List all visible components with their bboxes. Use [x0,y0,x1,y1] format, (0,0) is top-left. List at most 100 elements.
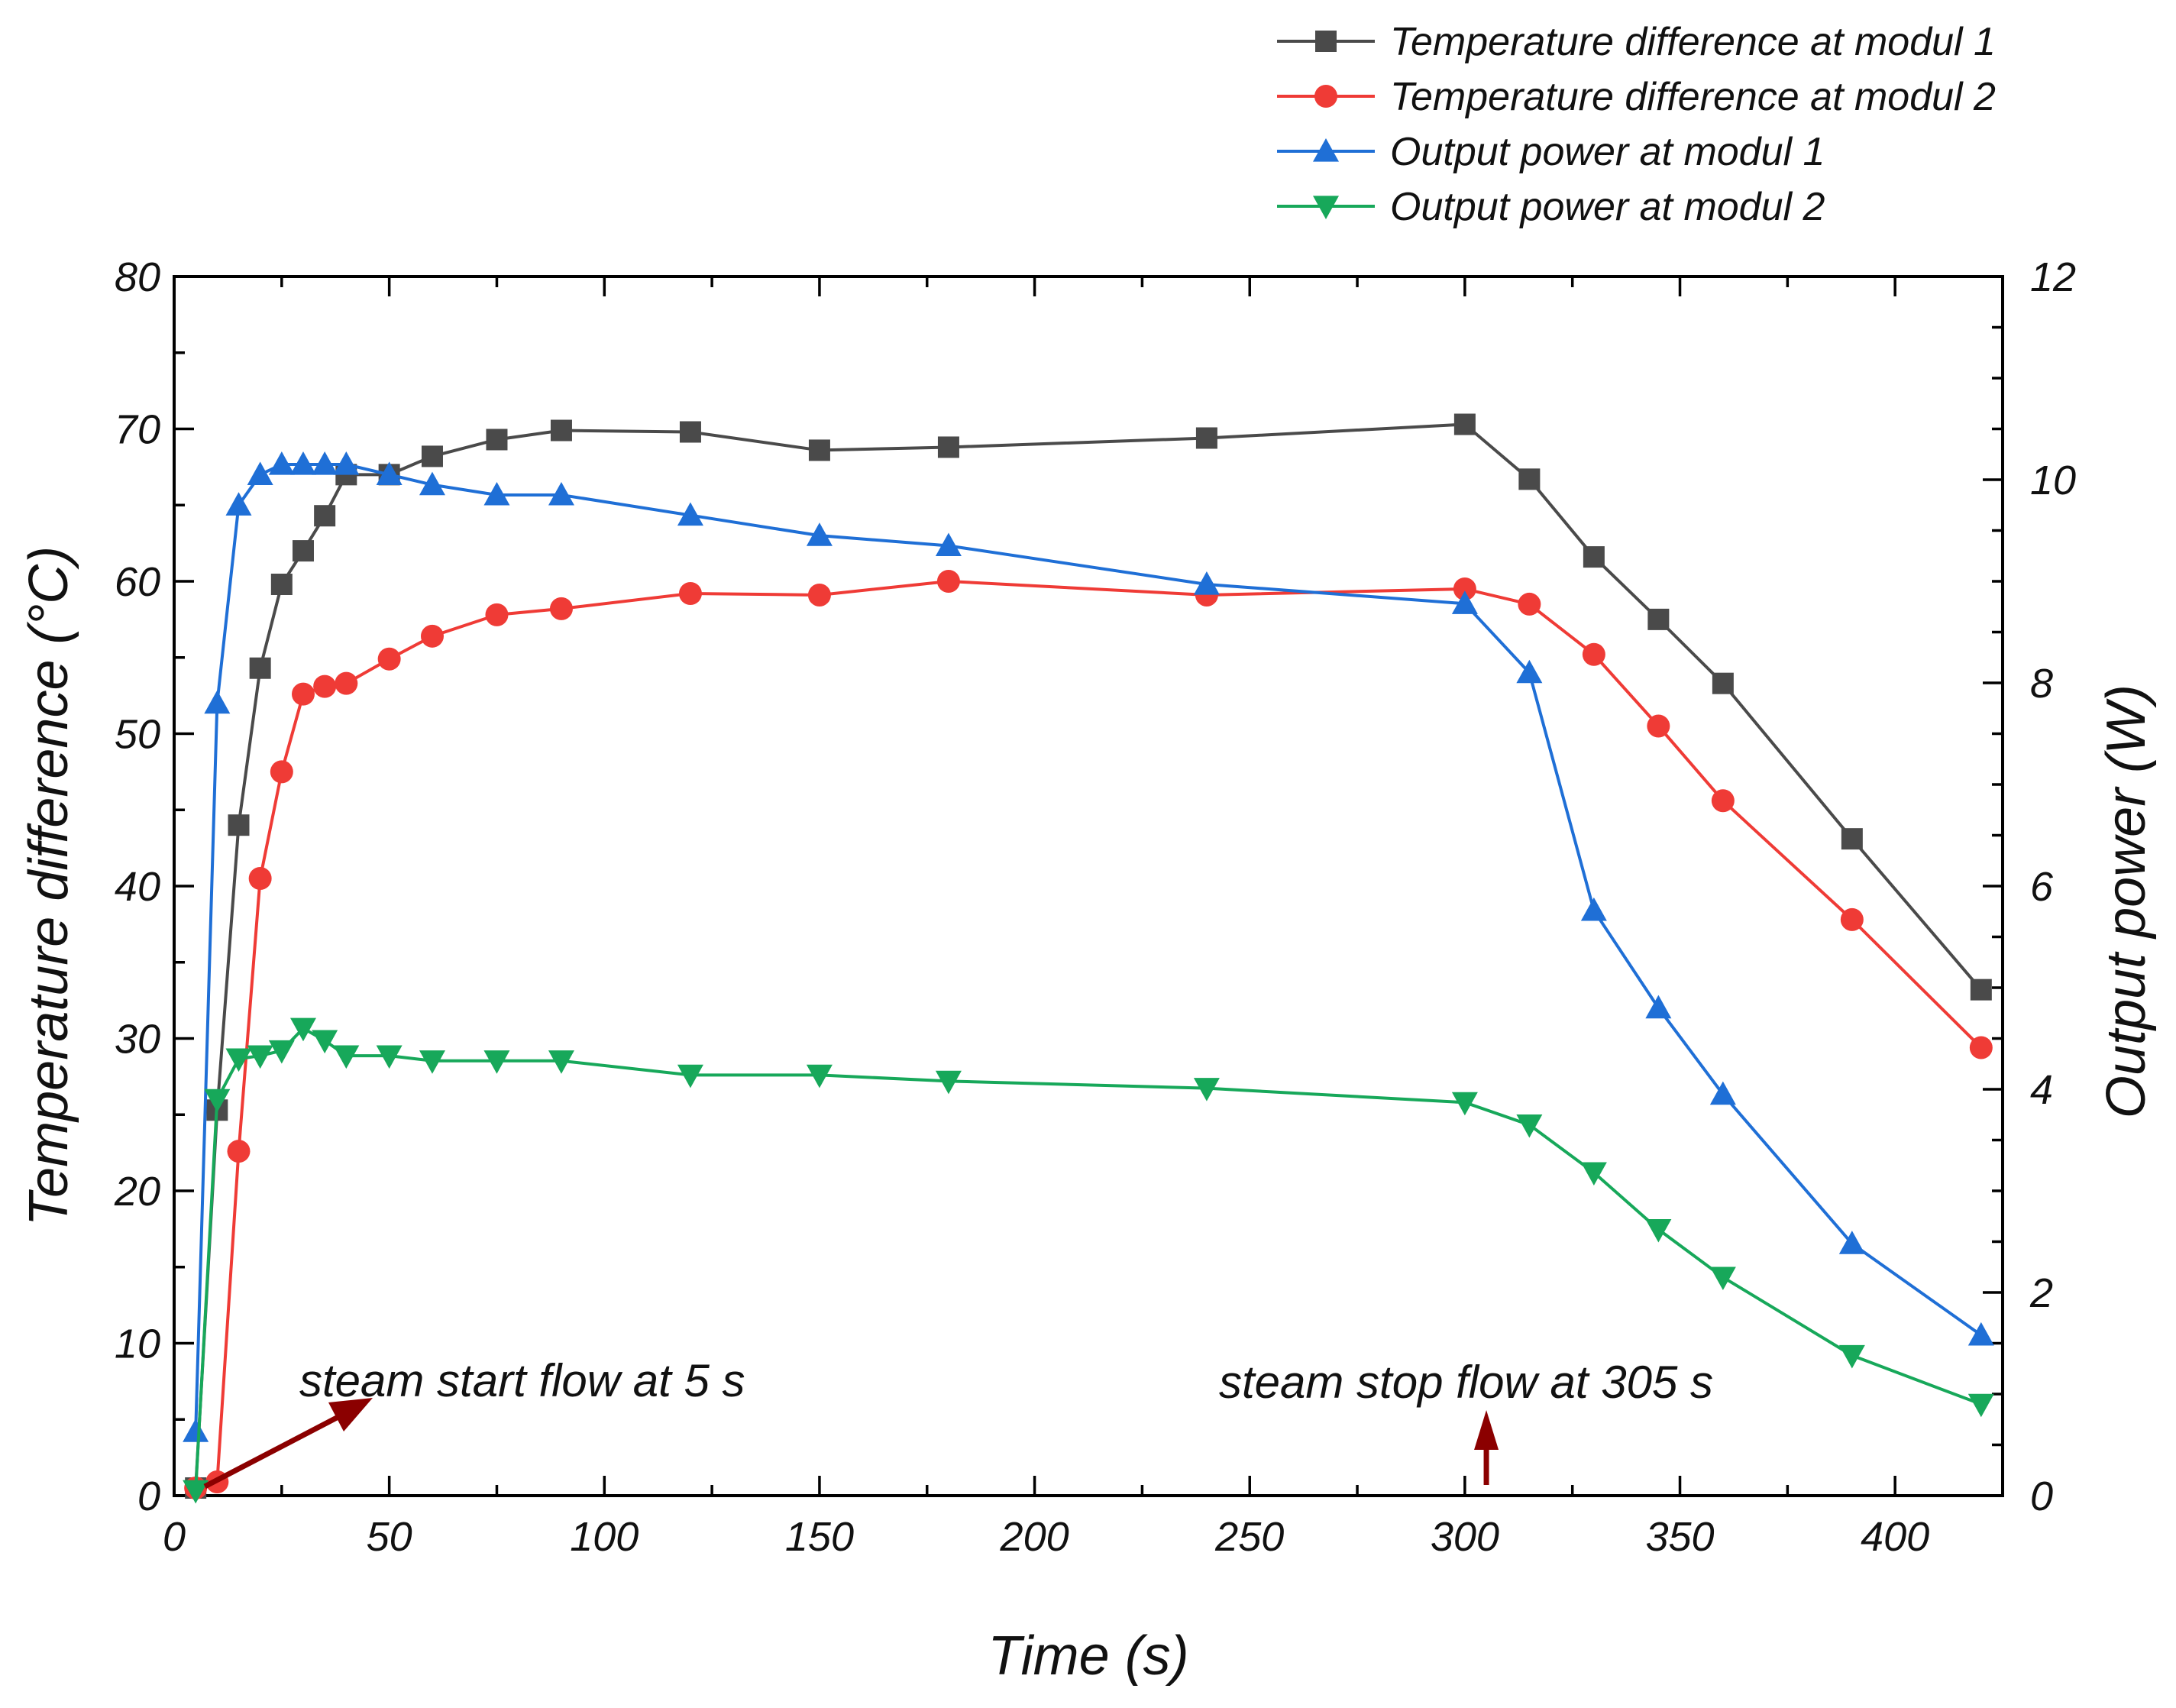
data-point [1647,714,1670,738]
axes: 0 50 100 150 200 250 300 350 4000102030405060708… [18,254,2157,1687]
data-point [377,647,401,671]
data-point [376,1045,403,1069]
data-point [1967,1393,1994,1418]
data-point [312,1030,338,1054]
data-point [1451,590,1478,614]
data-point [312,451,338,475]
data-point [486,429,508,451]
data-point [314,505,336,527]
data-point [225,1048,252,1072]
data-point [1195,427,1217,449]
y-left-tick-label: 70 [115,407,160,453]
data-point [1193,571,1220,595]
legend-label: Output power at modul 2 [1390,185,1825,229]
data-point [228,814,250,836]
data-point [1453,577,1476,600]
x-tick-label: 400 [1861,1514,1929,1560]
data-point [550,419,572,442]
y-right-axis-title: Output power (W) [2096,684,2157,1118]
data-point [677,502,703,526]
legend-entry-2[interactable]: Temperature difference at modul 2 [1277,75,1996,119]
legend-entry-1[interactable]: Temperature difference at modul 1 [1277,20,1996,64]
data-point [289,1017,316,1042]
series-3 [183,451,1994,1442]
data-point [204,690,231,714]
data-point [483,1050,510,1074]
series-2 [184,570,1993,1500]
legend-label: Temperature difference at modul 2 [1390,75,1996,119]
annotations: steam start flow at 5 s steam stop flow a… [203,1355,1713,1490]
data-point [419,471,445,496]
data-point [1583,546,1605,568]
data-point [1712,672,1734,694]
data-point [483,481,510,506]
start-flow-arrow-head [328,1398,373,1431]
data-point [333,451,360,475]
y-right-tick-label: 8 [2030,661,2053,707]
data-point [247,1045,273,1069]
y-left-tick-label: 0 [137,1473,160,1519]
data-point [270,573,293,595]
y-right-tick-label: 4 [2030,1067,2053,1113]
data-point [1840,907,1864,931]
data-point [419,1050,445,1074]
data-point [289,451,316,475]
data-point [548,481,574,506]
start-flow-annotation: steam start flow at 5 s [299,1355,745,1406]
x-tick-label: 350 [1645,1514,1714,1560]
data-point [1709,1266,1736,1291]
series-layer [183,413,1994,1504]
data-point [937,436,959,458]
x-tick-label: 50 [367,1514,412,1560]
legend-entry-4[interactable]: Output power at modul 2 [1277,185,1825,229]
legend[interactable]: Temperature difference at modul 1 Tempera… [1277,20,1996,229]
data-point [183,1480,209,1504]
data-point [1193,1078,1220,1101]
x-tick-label: 100 [570,1514,639,1560]
data-point [421,445,443,467]
y-left-tick-label: 40 [115,864,160,910]
series-line [194,463,1982,1432]
data-point [270,760,293,784]
stop-flow-arrow-head [1474,1410,1499,1450]
data-point [806,1064,833,1089]
data-point [1647,608,1670,630]
y-right-tick-label: 6 [2030,864,2054,910]
data-point [204,1089,231,1113]
legend-marker [1313,138,1339,162]
x-tick-label: 150 [785,1514,854,1560]
data-point [313,674,337,698]
data-point [1645,995,1672,1019]
legend-entry-3[interactable]: Output power at modul 1 [1277,130,1825,174]
series-line [195,579,1983,1490]
data-point [806,522,833,546]
data-point [268,1040,295,1064]
data-point [249,657,271,679]
data-point [549,597,573,620]
x-tick-label: 300 [1431,1514,1499,1560]
data-point [292,540,314,562]
data-point [1645,1218,1672,1243]
data-point [335,671,358,695]
data-point [227,1140,251,1163]
series-4 [183,1017,1994,1504]
data-point [935,1070,962,1095]
data-point [548,1050,574,1074]
data-point [935,532,962,557]
y-left-tick-label: 10 [115,1321,160,1367]
stop-flow-annotation: steam stop flow at 305 s [1219,1357,1713,1408]
data-point [678,581,702,605]
data-point [1709,1081,1736,1105]
data-point [1969,1036,1993,1059]
x-tick-label: 0 [163,1514,186,1560]
y-left-tick-label: 80 [115,254,160,300]
data-point [808,439,830,461]
data-point [677,1064,703,1089]
data-point [225,492,252,516]
start-flow-arrow-shaft [203,1407,353,1490]
y-right-tick-label: 12 [2030,254,2076,300]
legend-marker [1315,31,1337,52]
y-left-axis-title: Temperature difference (°C) [18,546,79,1227]
data-point [1582,642,1605,666]
